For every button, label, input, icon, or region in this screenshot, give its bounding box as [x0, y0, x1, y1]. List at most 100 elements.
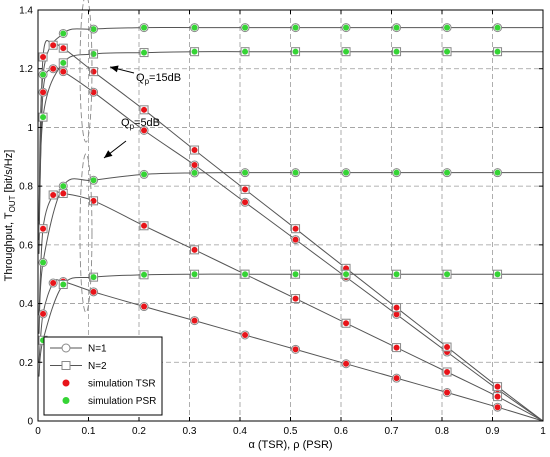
simulation-point-psr [444, 48, 451, 55]
simulation-point-tsr [242, 331, 249, 338]
annotation-arrow-5db-head [104, 150, 113, 158]
simulation-point-psr [292, 48, 299, 55]
simulation-point-psr [40, 114, 47, 121]
simulation-point-tsr [50, 42, 57, 49]
simulation-point-psr [444, 169, 451, 176]
y-tick-label: 1.2 [19, 64, 33, 75]
simulation-point-psr [393, 24, 400, 31]
simulation-point-psr [343, 48, 350, 55]
simulation-point-tsr [393, 375, 400, 382]
simulation-point-psr [494, 169, 501, 176]
x-tick-label: 0.2 [132, 426, 146, 437]
simulation-point-psr [40, 71, 47, 78]
simulation-point-tsr [90, 197, 97, 204]
simulation-point-tsr [40, 53, 47, 60]
simulation-point-psr [393, 169, 400, 176]
legend-entry: simulation PSR [62, 396, 156, 407]
simulation-point-psr [60, 183, 67, 190]
simulation-point-tsr [444, 368, 451, 375]
annotation-label-15db-main: Q [136, 72, 145, 84]
simulation-point-tsr [40, 225, 47, 232]
simulation-point-tsr [141, 127, 148, 134]
simulation-point-tsr [393, 311, 400, 318]
simulation-point-tsr [60, 45, 67, 52]
y-tick-label: 0.4 [19, 299, 33, 310]
simulation-point-tsr [343, 360, 350, 367]
simulation-point-psr [60, 30, 67, 37]
simulation-point-tsr [141, 106, 148, 113]
legend-marker-square [61, 361, 71, 370]
x-axis-label: α (TSR), ρ (PSR) [248, 439, 332, 451]
legend-label: N=2 [88, 361, 107, 372]
simulation-point-tsr [494, 383, 501, 390]
simulation-point-psr [141, 24, 148, 31]
simulation-point-psr [343, 24, 350, 31]
annotation-ellipse-5db [79, 153, 93, 313]
simulation-point-psr [191, 24, 198, 31]
simulation-point-tsr [292, 295, 299, 302]
markers [38, 23, 503, 412]
legend-label: simulation PSR [88, 396, 156, 407]
x-tick-label: 0.3 [183, 426, 197, 437]
series-line-psr-5dB [38, 172, 543, 334]
simulation-point-tsr [444, 389, 451, 396]
annotation-label-15db: Qp=15dB [136, 72, 181, 86]
annotation-ellipse-15db [79, 0, 93, 143]
simulation-point-tsr [292, 236, 299, 243]
grid [38, 10, 543, 421]
simulation-point-tsr [343, 320, 350, 327]
simulation-point-psr [141, 171, 148, 178]
simulation-point-tsr [494, 404, 501, 411]
simulation-point-psr [90, 177, 97, 184]
simulation-point-tsr [141, 222, 148, 229]
y-axis-label-tail: [bit/s/Hz] [3, 150, 15, 196]
simulation-point-psr [60, 281, 67, 288]
simulation-point-tsr [50, 65, 57, 72]
simulation-point-psr [90, 26, 97, 33]
simulation-point-psr [343, 271, 350, 278]
y-ticks: 0 0.2 0.4 0.6 0.8 1 1.2 1.4 [19, 6, 543, 428]
annotation-label-15db-sub: p [145, 77, 150, 86]
simulation-point-psr [343, 169, 350, 176]
simulation-point-psr [444, 271, 451, 278]
simulation-point-psr [292, 24, 299, 31]
simulation-point-tsr [50, 191, 57, 198]
x-ticks: 0 0.1 0.2 0.3 0.4 0.5 0.6 0.7 0.8 0.9 1 [35, 10, 546, 437]
y-tick-label: 0.2 [19, 358, 33, 369]
simulation-point-tsr [141, 303, 148, 310]
simulation-point-psr [494, 48, 501, 55]
y-axis-label-sub: OUT [8, 195, 17, 212]
simulation-point-tsr [393, 344, 400, 351]
y-tick-label: 0.6 [19, 240, 33, 251]
simulation-point-tsr [90, 288, 97, 295]
simulation-point-psr [90, 274, 97, 281]
simulation-point-psr [242, 271, 249, 278]
simulation-point-tsr [292, 346, 299, 353]
simulation-point-psr [444, 24, 451, 31]
x-tick-label: 0.5 [284, 426, 298, 437]
simulation-point-psr [191, 169, 198, 176]
simulation-point-tsr [242, 199, 249, 206]
simulation-point-tsr [40, 310, 47, 317]
simulation-point-psr [242, 169, 249, 176]
simulation-point-psr [242, 48, 249, 55]
simulation-point-psr [141, 49, 148, 56]
x-tick-label: 0.1 [82, 426, 96, 437]
legend-marker-circle [61, 343, 71, 353]
legend-marker-dot [62, 397, 70, 404]
simulation-point-tsr [292, 225, 299, 232]
simulation-point-psr [191, 271, 198, 278]
series-line-psr-15dB [38, 51, 543, 254]
simulation-point-psr [494, 24, 501, 31]
simulation-point-psr [292, 169, 299, 176]
simulation-point-tsr [393, 304, 400, 311]
annotation-label-5db-sub: p [130, 122, 135, 131]
legend-entry: N=1 [50, 343, 107, 355]
annotation-arrow-15db-head [110, 65, 119, 73]
simulation-point-tsr [444, 344, 451, 351]
y-axis-label: Throughput, TOUT [bit/s/Hz] [3, 150, 17, 282]
x-tick-label: 1 [540, 426, 546, 437]
annotation-label-5db-main: Q [121, 117, 130, 129]
